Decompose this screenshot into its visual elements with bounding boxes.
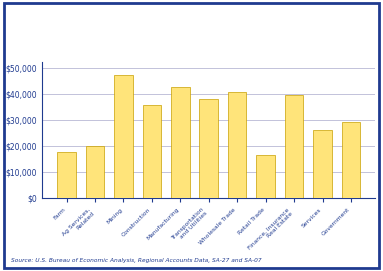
Text: The average manufacturing wage was $42,371 in 2000: The average manufacturing wage was $42,3… bbox=[15, 40, 339, 50]
Bar bbox=[86, 146, 104, 198]
Bar bbox=[256, 155, 275, 198]
Bar bbox=[142, 105, 161, 198]
Bar bbox=[200, 99, 218, 198]
Text: Figure 5: Indiana Average Annual Wage by Industry Sector, 2000: Figure 5: Indiana Average Annual Wage by… bbox=[19, 13, 364, 22]
Bar bbox=[285, 95, 303, 198]
Bar bbox=[228, 92, 246, 198]
Text: Source: U.S. Bureau of Economic Analysis, Regional Accounts Data, SA-27 and SA-0: Source: U.S. Bureau of Economic Analysis… bbox=[11, 258, 262, 263]
Bar bbox=[171, 88, 190, 198]
Bar bbox=[57, 152, 76, 198]
Bar bbox=[313, 130, 332, 198]
Bar bbox=[114, 75, 133, 198]
Bar bbox=[342, 122, 360, 198]
